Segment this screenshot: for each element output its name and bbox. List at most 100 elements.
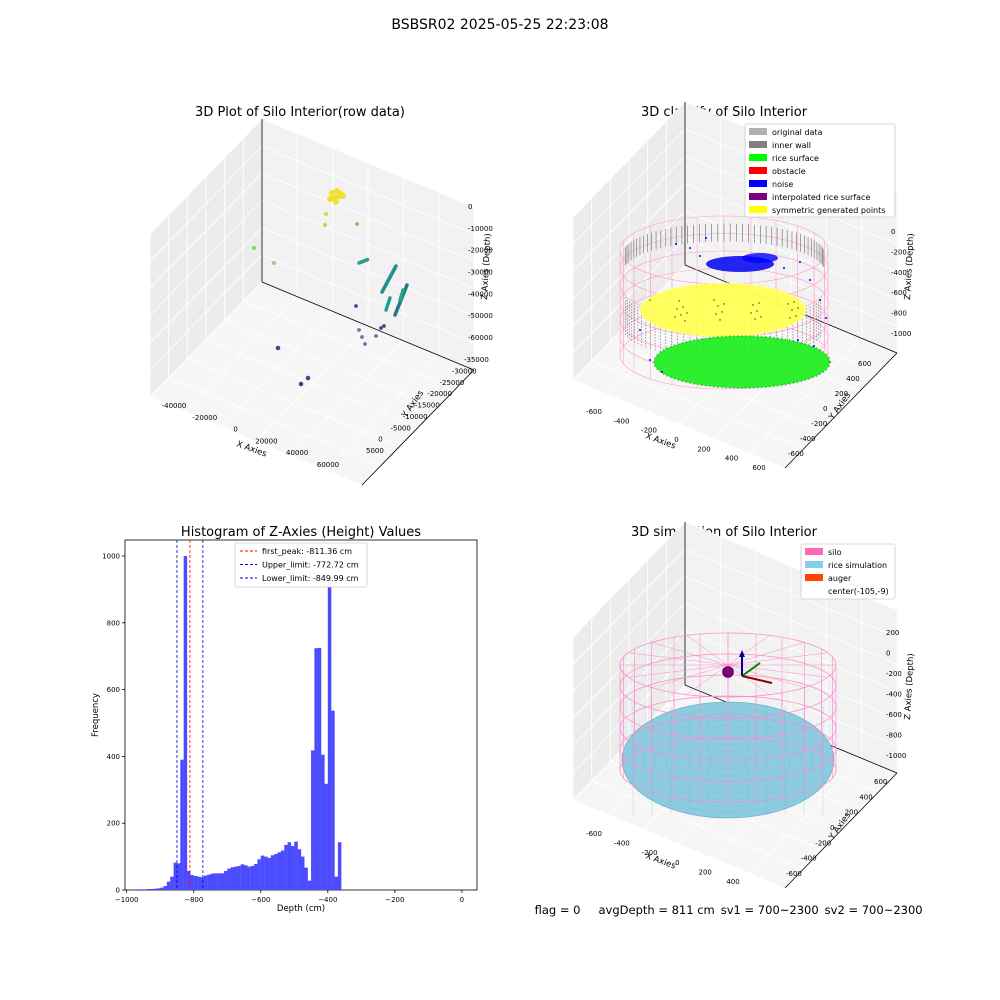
classify-original-point <box>649 299 651 301</box>
simulation-silo-top-spoke <box>651 642 729 666</box>
histogram-bar <box>153 888 157 890</box>
simulation-x-tick-label: 0 <box>675 859 679 867</box>
histogram-y-tick-label: 200 <box>107 820 120 828</box>
histogram-bar <box>190 874 194 890</box>
classify-original-point <box>797 307 799 309</box>
classify-original-point <box>787 303 789 305</box>
histogram-bar <box>314 648 318 890</box>
raw-point <box>357 328 361 332</box>
histogram-y-tick-label: 0 <box>116 887 120 895</box>
raw-x-axis <box>361 369 475 486</box>
histogram-title: Histogram of Z-Axies (Height) Values <box>181 525 421 540</box>
classify-z-tick-label: -200 <box>891 248 907 256</box>
classify-z-tick-label: -800 <box>891 310 907 318</box>
classify-symmetric-surface-grid <box>639 282 807 338</box>
raw-z-tick-label: -30000 <box>468 269 493 277</box>
classify-noise-point <box>699 255 701 257</box>
simulation-y-tick-label: 200 <box>845 809 858 817</box>
simulation-silo-top-spoke <box>727 635 770 666</box>
raw-scatter-points <box>252 188 409 387</box>
classify-x-tick-label: -400 <box>614 417 630 425</box>
histogram-x-tick-label: 0 <box>460 896 464 904</box>
raw-point <box>394 264 398 268</box>
histogram-bar <box>193 875 198 890</box>
simulation-title: 3D simulation of Silo Interior <box>631 525 818 540</box>
simulation-y-tick-label: 400 <box>859 793 872 801</box>
classify-original-point <box>721 311 723 313</box>
simulation-silo-top-spoke <box>727 664 770 695</box>
histogram-bar <box>250 865 255 890</box>
classify-x-tick-label: -600 <box>586 408 602 416</box>
simulation-z-tick-label: 0 <box>886 650 890 658</box>
classify-original-point <box>758 302 760 304</box>
histogram-bar <box>180 759 184 890</box>
classify-original-point <box>723 303 725 305</box>
classify-original-point <box>795 315 797 317</box>
classify-point-cloud <box>619 215 831 390</box>
raw-point <box>382 324 386 328</box>
raw-y-tick-label: 5000 <box>366 447 384 455</box>
classify-legend-label: symmetric generated points <box>772 206 885 215</box>
histogram-bar <box>274 853 278 890</box>
raw-x-tick-label: -40000 <box>162 402 187 410</box>
simulation-legend-swatch <box>805 574 823 581</box>
classify-legend-label: obstacle <box>772 167 806 176</box>
raw-point <box>374 334 378 338</box>
histogram-ylabel: Frequency <box>91 693 101 737</box>
classify-original-point <box>752 304 754 306</box>
classify-legend-label: noise <box>772 180 793 189</box>
classify-original-point <box>682 306 684 308</box>
histogram-y-tick-label: 400 <box>107 753 120 761</box>
histogram-bar <box>213 873 218 890</box>
classify-z-tick-label: -400 <box>891 269 907 277</box>
classify-original-point <box>676 308 678 310</box>
classify-z-tick-label: 0 <box>891 228 895 236</box>
classify-legend-swatch <box>749 193 767 200</box>
simulation-y-tick-label: -400 <box>801 855 817 863</box>
histogram-bar <box>244 865 248 890</box>
classify-y-tick-label: 400 <box>846 375 859 383</box>
histogram-bar <box>156 888 161 890</box>
raw-x-tick-label: 20000 <box>255 437 277 445</box>
histogram-vlines <box>176 540 204 890</box>
histogram-bar <box>233 866 238 890</box>
suptitle: BSBSR02 2025-05-25 22:23:08 <box>391 17 609 33</box>
simulation-silo-top-spoke <box>686 664 729 695</box>
simulation-silo-top-spoke <box>727 664 805 688</box>
simulation-legend-label: center(-105,-9) <box>828 587 889 596</box>
histogram-x-tick-label: −1000 <box>115 896 139 904</box>
raw-z-tick-label: -20000 <box>468 247 493 255</box>
status-sv1: sv1 = 700~2300 <box>720 903 819 917</box>
simulation-scene <box>619 632 837 819</box>
classify-y-tick-label: -600 <box>788 450 804 458</box>
raw-y-tick-label: -5000 <box>391 424 411 432</box>
classify-original-point <box>760 316 762 318</box>
raw-point <box>401 288 405 292</box>
simulation-y-tick-label: -600 <box>786 870 802 878</box>
histogram-bar <box>170 876 174 890</box>
simulation-silo-top-spoke <box>727 664 828 678</box>
histogram-bar <box>146 889 151 890</box>
histogram-y-tick-label: 1000 <box>102 553 120 561</box>
classify-legend-swatch <box>749 154 767 161</box>
classify-noise-point <box>813 345 815 347</box>
histogram-bar <box>230 867 235 890</box>
simulation-x-tick-label: -400 <box>614 840 630 848</box>
classify-original-point <box>756 310 758 312</box>
classify-legend-swatch <box>749 206 767 213</box>
histogram-bar <box>297 849 302 890</box>
histogram-y-ticks: 0 200 400 600 800 1000 <box>102 553 125 895</box>
classify-original-point <box>791 309 793 311</box>
classify-original-point <box>674 316 676 318</box>
classify-noise-point <box>675 243 677 245</box>
histogram-bar <box>240 864 245 890</box>
histogram-bar <box>254 863 258 890</box>
classify-original-point <box>713 299 715 301</box>
classify-grid-line <box>749 338 862 454</box>
histogram-bar <box>223 870 228 890</box>
raw-y-tick-label: -25000 <box>440 379 465 387</box>
raw-x-tick-label: -20000 <box>192 414 217 422</box>
simulation-auger-x-arrow <box>741 675 773 684</box>
classify-noise-point <box>649 359 651 361</box>
